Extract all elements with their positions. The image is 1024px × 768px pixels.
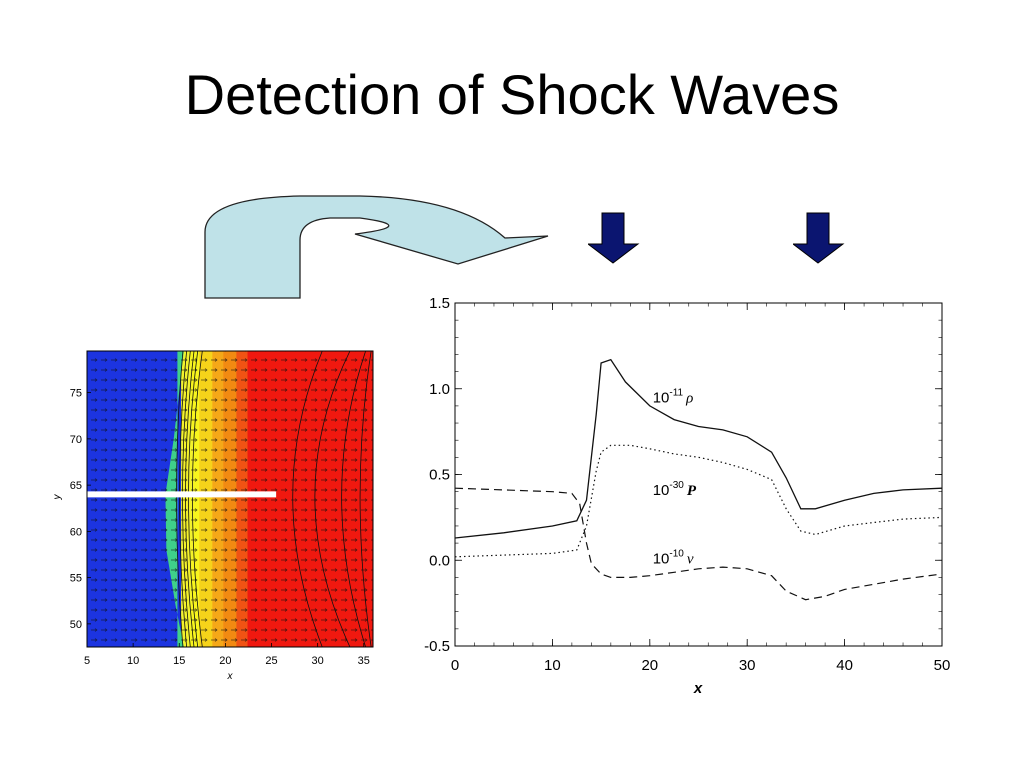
heatmap-chart: 5 10 15 20 25 30 35 50 55 60 65 70 75 x y — [52, 350, 374, 682]
x-tick-label: 20 — [219, 655, 231, 667]
heatmap-x-axis-label: x — [227, 671, 234, 682]
x-tick-label: 20 — [641, 657, 658, 674]
series-line-0 — [454, 358, 943, 539]
series-label-0: 10-11 ρ — [653, 387, 694, 406]
y-tick-label: 1.0 — [429, 381, 450, 398]
x-tick-label: 10 — [544, 657, 561, 674]
series-label-2: 10-10 v — [653, 549, 694, 568]
series-line-1 — [454, 444, 943, 558]
contour-line — [292, 351, 323, 647]
x-tick-label: 10 — [127, 655, 139, 667]
down-arrow-icon — [588, 212, 640, 264]
contour-line — [341, 351, 367, 647]
y-tick-label: 70 — [70, 434, 82, 446]
x-tick-label: 40 — [836, 657, 853, 674]
x-tick-label: 30 — [739, 657, 756, 674]
x-tick-label: 5 — [84, 655, 90, 667]
line-chart-x-axis-label: x — [693, 680, 703, 697]
contour-line — [314, 351, 351, 647]
line-chart: 0 10 20 30 40 50 1.5 1.0 0.5 0.0 -0.5 10-11 ρ 10-30 P… — [424, 295, 951, 697]
x-tick-label: 50 — [934, 657, 951, 674]
heatmap-frame — [86, 350, 374, 648]
y-tick-label: 1.5 — [429, 295, 450, 312]
y-tick-label: 65 — [70, 480, 82, 492]
slide-title: Detection of Shock Waves — [184, 63, 840, 126]
x-tick-label: 25 — [265, 655, 277, 667]
y-tick-label: 60 — [70, 526, 82, 538]
y-tick-label: 0.5 — [429, 467, 450, 484]
contour-line — [359, 351, 372, 647]
series-line-2 — [454, 487, 943, 601]
down-arrow-icon — [793, 212, 845, 264]
y-tick-label: 0.0 — [429, 552, 450, 569]
series-label-1: 10-30 P — [653, 480, 697, 499]
y-tick-label: -0.5 — [424, 638, 450, 655]
x-tick-label: 0 — [451, 657, 459, 674]
y-tick-label: 75 — [70, 388, 82, 400]
y-tick-label: 55 — [70, 573, 82, 585]
y-tick-label: 50 — [70, 619, 82, 631]
line-chart-frame — [454, 302, 943, 647]
heatmap-y-axis-label: y — [52, 494, 63, 501]
x-tick-label: 15 — [173, 655, 185, 667]
x-tick-label: 30 — [312, 655, 324, 667]
velocity-arrows — [87, 351, 373, 647]
x-tick-label: 35 — [358, 655, 370, 667]
